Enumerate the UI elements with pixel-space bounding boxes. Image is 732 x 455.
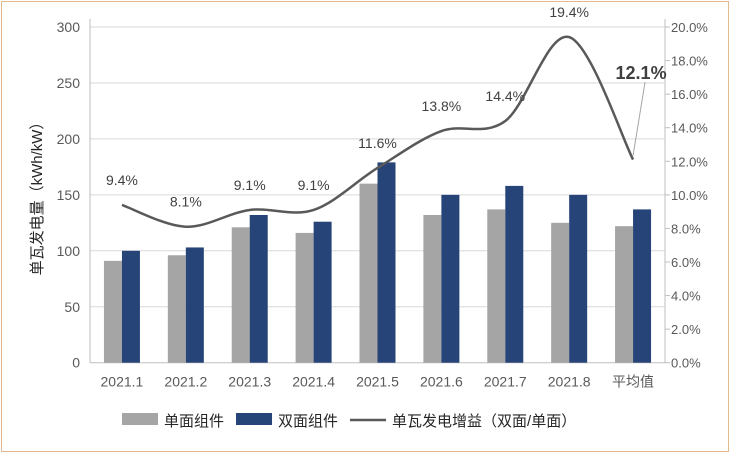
bar-single-sided — [295, 232, 314, 363]
data-label: 14.4% — [485, 88, 525, 104]
legend-swatch — [236, 413, 273, 425]
legend-swatch — [122, 413, 158, 425]
data-label: 11.6% — [358, 135, 397, 151]
x-tick-label: 平均值 — [612, 374, 654, 390]
bar-single-sided — [103, 260, 122, 363]
y2-tick-label: 2.0% — [671, 322, 701, 337]
y2-tick-label: 10.0% — [671, 188, 708, 203]
bar-bifacial — [505, 185, 524, 363]
data-label: 19.4% — [549, 4, 589, 20]
x-tick-label: 2021.3 — [228, 374, 271, 390]
bar-single-sided — [615, 226, 634, 363]
y-axis-title: 单瓦发电量（kWh/kW） — [29, 115, 46, 276]
x-tick-label: 2021.7 — [484, 374, 527, 390]
data-label: 9.4% — [106, 172, 138, 188]
bar-single-sided — [359, 183, 378, 363]
y2-tick-label: 0.0% — [671, 356, 701, 371]
legend-label: 单瓦发电增益（双面/单面） — [392, 413, 576, 430]
bar-bifacial — [249, 214, 268, 363]
bar-bifacial — [313, 221, 332, 363]
data-label: 9.1% — [234, 177, 266, 193]
bar-single-sided — [487, 209, 506, 363]
x-tick-label: 2021.8 — [548, 374, 591, 390]
data-label: 9.1% — [298, 177, 330, 193]
y-tick-label: 300 — [57, 19, 81, 35]
data-label: 13.8% — [422, 98, 462, 114]
x-tick-label: 2021.2 — [164, 374, 207, 390]
y2-tick-label: 4.0% — [671, 289, 701, 304]
legend-label: 单面组件 — [164, 413, 224, 430]
bar-bifacial — [185, 247, 204, 363]
x-tick-label: 2021.6 — [420, 374, 463, 390]
y-tick-label: 200 — [57, 131, 81, 147]
bar-bifacial — [441, 194, 460, 363]
y2-tick-label: 16.0% — [671, 87, 708, 102]
y-tick-label: 0 — [72, 355, 80, 371]
y2-tick-label: 8.0% — [671, 221, 701, 236]
gain-line — [121, 35, 635, 228]
bar-single-sided — [551, 222, 570, 363]
x-tick-label: 2021.1 — [101, 374, 144, 390]
bar-bifacial — [121, 250, 140, 363]
x-tick-label: 2021.4 — [292, 374, 335, 390]
bar-bifacial — [569, 194, 588, 363]
y-tick-label: 50 — [64, 299, 80, 315]
y-tick-label: 250 — [57, 75, 81, 91]
bar-single-sided — [167, 255, 186, 363]
data-label: 12.1% — [616, 63, 667, 83]
bar-single-sided — [423, 214, 442, 363]
data-label-leader — [632, 81, 646, 156]
y2-tick-label: 6.0% — [671, 255, 701, 270]
y2-tick-label: 18.0% — [671, 54, 708, 69]
legend-label: 双面组件 — [278, 413, 338, 430]
bar-bifacial — [377, 162, 396, 363]
bar-bifacial — [633, 209, 652, 363]
y2-tick-label: 14.0% — [671, 121, 708, 136]
y-tick-label: 150 — [57, 187, 81, 203]
y2-tick-label: 12.0% — [671, 154, 708, 169]
bar-single-sided — [231, 227, 250, 363]
y2-tick-label: 20.0% — [671, 20, 708, 35]
data-label: 8.1% — [170, 194, 202, 210]
x-tick-label: 2021.5 — [356, 374, 399, 390]
y-tick-label: 100 — [57, 243, 81, 259]
